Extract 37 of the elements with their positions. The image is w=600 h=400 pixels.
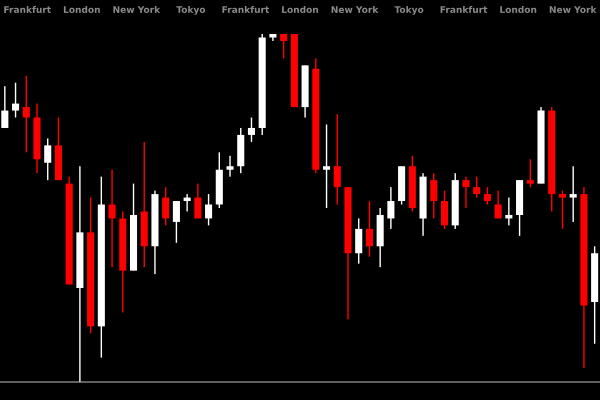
candlestick	[570, 166, 577, 223]
candlestick	[280, 34, 288, 60]
candlestick	[194, 182, 202, 220]
candlestick	[184, 193, 191, 212]
text: New York	[113, 6, 160, 13]
candlestick	[505, 196, 512, 226]
candlestick	[334, 113, 341, 206]
candlestick	[1, 86, 8, 129]
text: New York	[332, 6, 378, 13]
text: London	[64, 6, 100, 13]
candlestick	[162, 186, 170, 226]
candlestick	[172, 200, 180, 244]
candlestick	[387, 186, 394, 230]
candlestick	[205, 193, 212, 226]
candlestick	[323, 124, 330, 209]
candlestick	[366, 200, 373, 258]
candlestick	[462, 176, 470, 209]
text: London	[282, 6, 318, 13]
candlestick	[484, 186, 491, 206]
candlestick	[526, 158, 534, 188]
candlestick	[558, 190, 566, 230]
candlestick	[12, 82, 20, 118]
candlestick	[22, 75, 30, 154]
text: Frankfurt	[222, 6, 270, 13]
candlestick	[226, 155, 234, 178]
candlestick	[108, 169, 116, 268]
text: Tokyo	[176, 6, 206, 15]
text: New York	[550, 6, 597, 13]
candlestick	[494, 190, 502, 220]
text: Tokyo	[394, 6, 424, 15]
text: Frankfurt	[4, 6, 51, 13]
candlestick	[44, 138, 52, 181]
text: London	[500, 6, 536, 13]
text: Frankfurt	[440, 6, 488, 13]
candlestick	[473, 176, 480, 198]
candlestick	[248, 116, 256, 143]
candlestick	[430, 172, 438, 220]
